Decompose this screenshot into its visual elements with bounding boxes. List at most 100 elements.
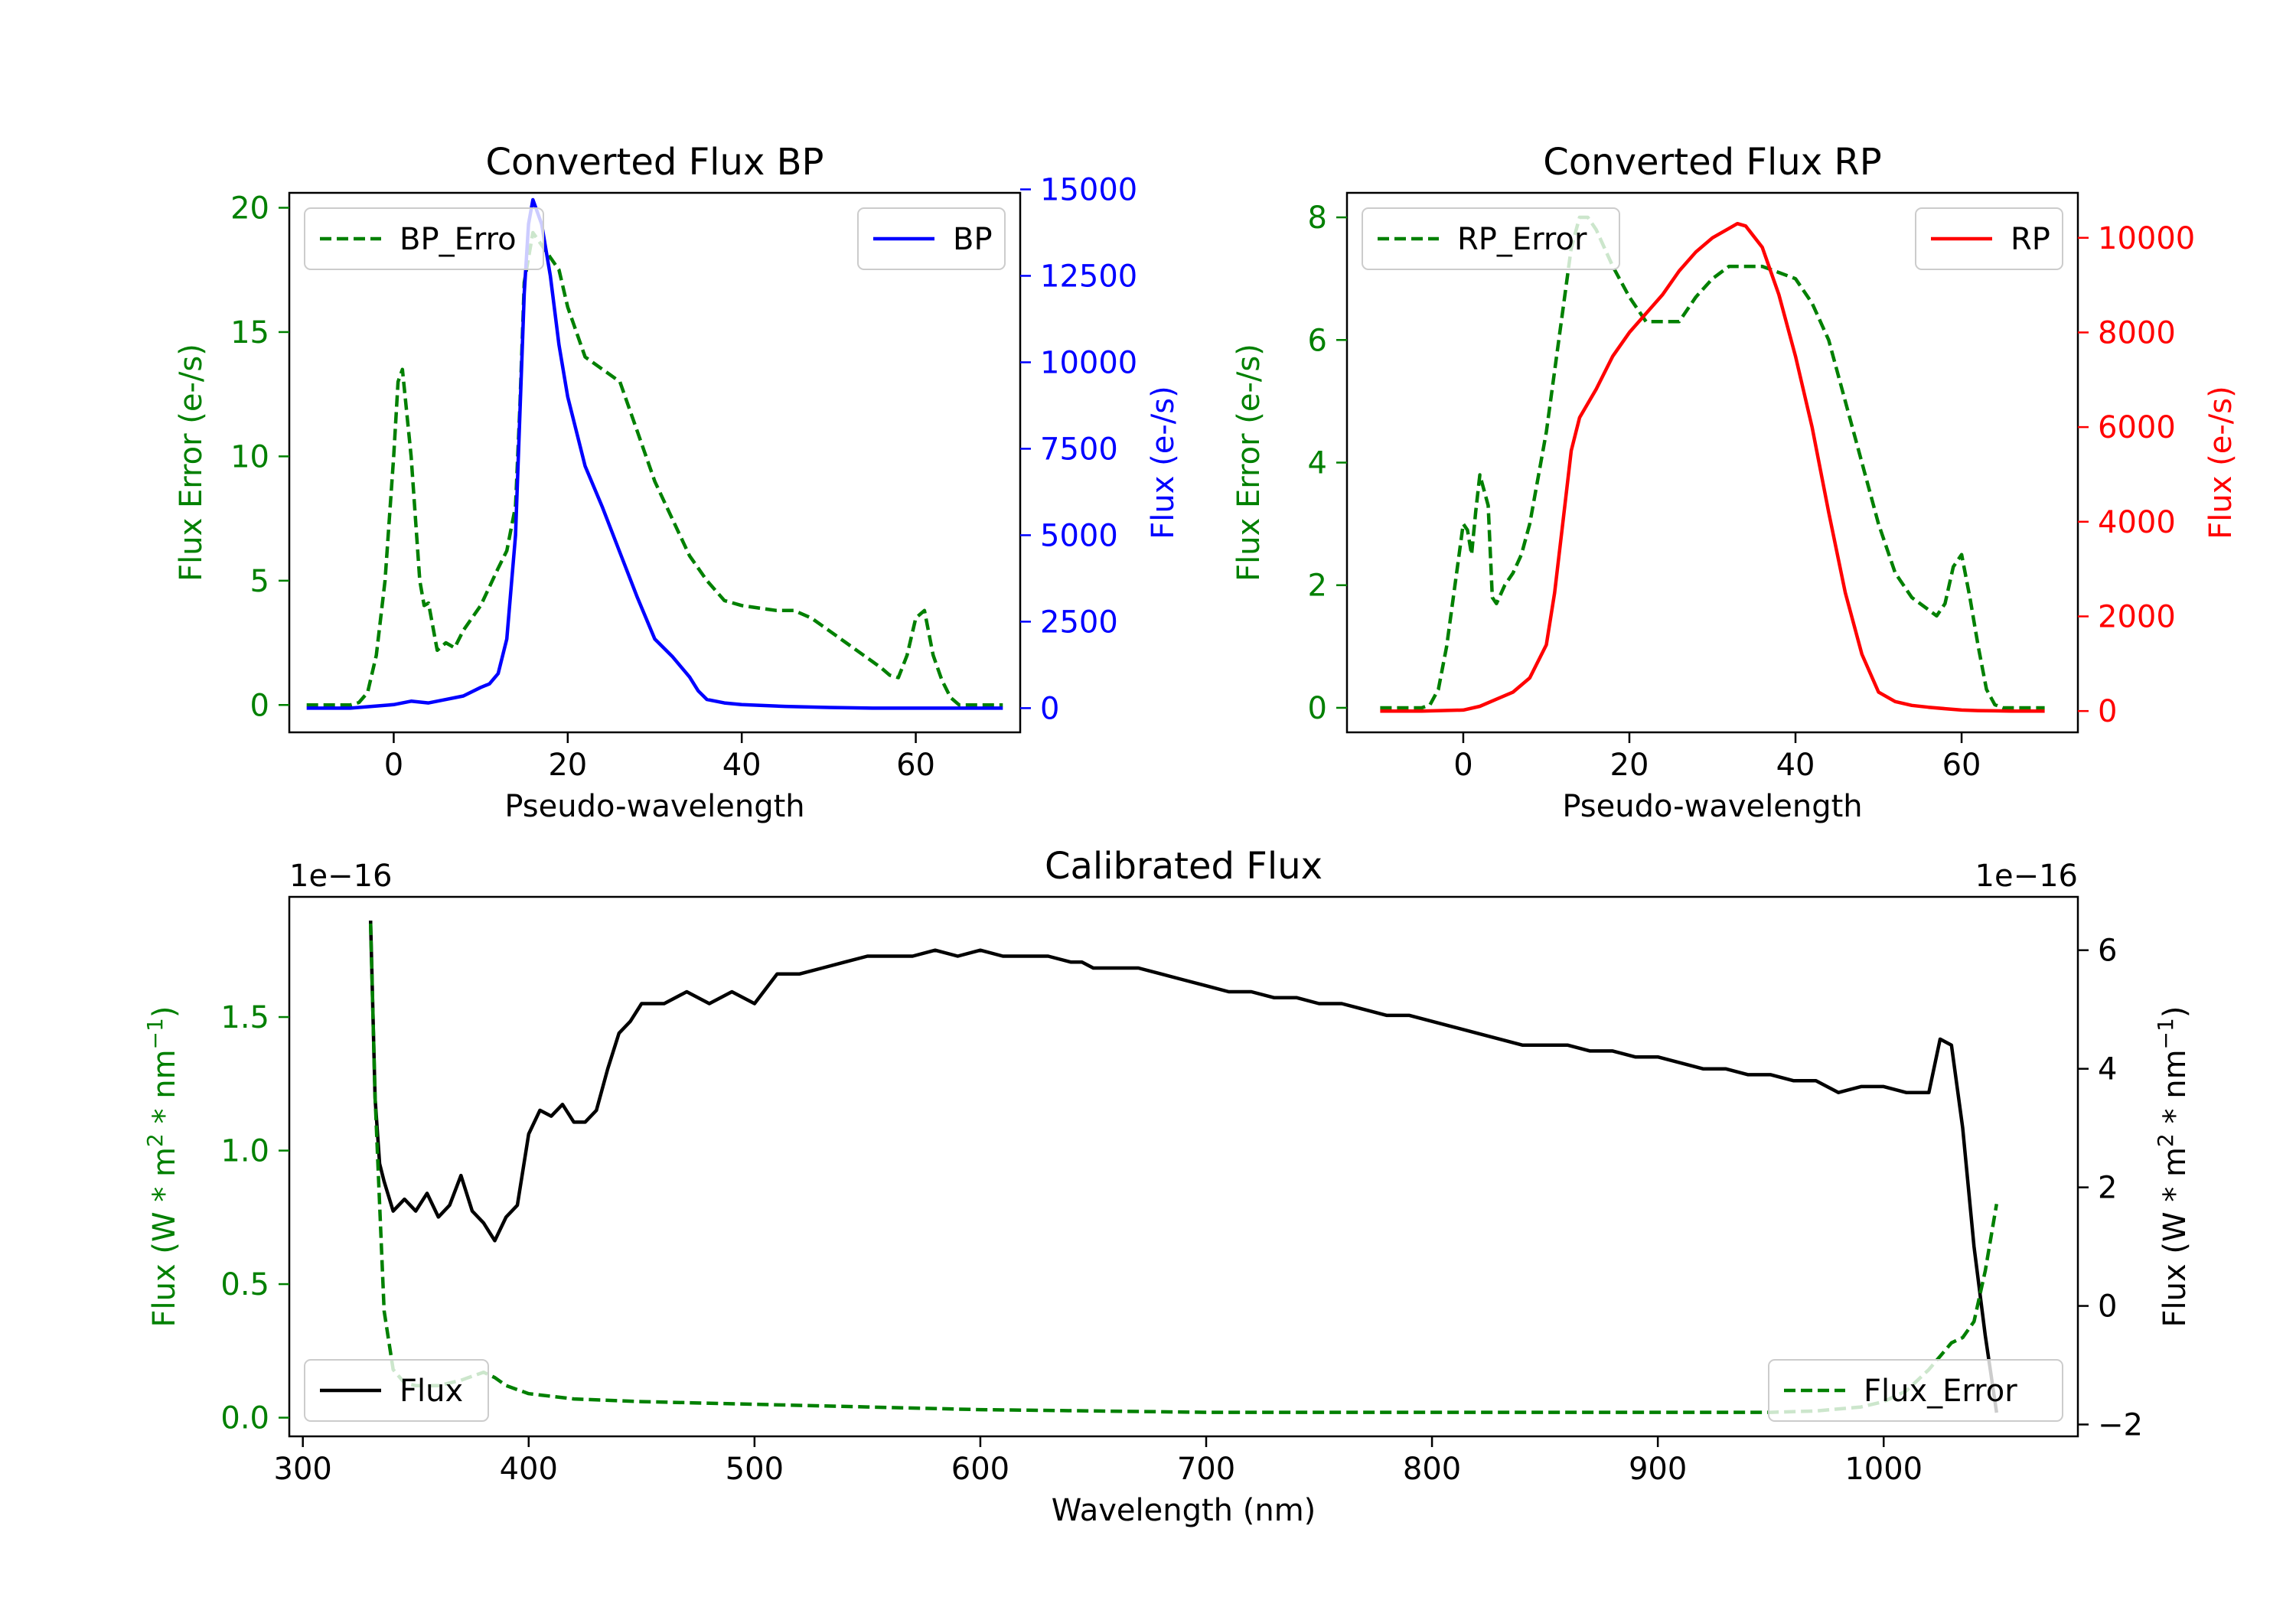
- x-tick-label: 500: [726, 1452, 784, 1487]
- x-tick-label: 1000: [1844, 1452, 1923, 1487]
- y-right-offset-text: 1e−16: [1975, 859, 2078, 894]
- y-right-tick-label: 15000: [1040, 172, 1137, 207]
- series-line-bp-error: [306, 230, 1003, 707]
- y-right-axis-label-part: ): [2157, 1006, 2193, 1019]
- y-right-tick-label: 10000: [1040, 345, 1137, 380]
- y-right-tick-label: 0: [2098, 694, 2117, 729]
- series-line-rp: [1380, 221, 2045, 713]
- x-axis-label: Wavelength (nm): [1052, 1493, 1316, 1528]
- x-tick-label: 700: [1177, 1452, 1235, 1487]
- x-tick-label: 60: [896, 748, 935, 783]
- x-tick-label: 40: [722, 748, 762, 783]
- y-left-tick-label: 20: [230, 191, 269, 226]
- y-left-tick-label: 4: [1308, 446, 1327, 481]
- legend-box: [304, 1359, 489, 1422]
- y-right-axis-label-part: 2: [2153, 1133, 2178, 1147]
- y-left-tick-label: 8: [1308, 200, 1327, 236]
- y-left-axis-label: Flux Error (e-/s): [174, 344, 209, 582]
- y-right-tick-label: 7500: [1040, 432, 1118, 467]
- legend-box: [1768, 1359, 2063, 1422]
- y-left-axis-label: Flux Error (e-/s): [1231, 344, 1267, 582]
- y-right-tick-label: 2500: [1040, 605, 1118, 640]
- y-right-axis-label: Flux (W * m2 * nm−1): [2153, 1006, 2193, 1328]
- x-tick-label: 20: [1610, 748, 1649, 783]
- legend-flux: Flux: [304, 1359, 489, 1422]
- legend-bp: BP: [857, 207, 1006, 270]
- plot-frame: [288, 191, 1022, 734]
- x-tick-label: 600: [951, 1452, 1009, 1487]
- y-right-tick-label: 2: [2098, 1171, 2117, 1206]
- y-right-axis-label-part: Flux (W * m: [2157, 1147, 2193, 1327]
- chart-title: Calibrated Flux: [1045, 845, 1322, 888]
- series-line-flux: [368, 920, 1999, 1413]
- legend-label: RP: [2011, 222, 2050, 257]
- y-left-tick-label: 10: [230, 439, 269, 474]
- x-tick-label: 0: [384, 748, 403, 783]
- y-right-tick-label: 2000: [2098, 599, 2176, 634]
- y-left-tick-label: 1.0: [220, 1134, 269, 1169]
- x-tick-label: 900: [1629, 1452, 1687, 1487]
- legend-bp-erro: BP_Erro: [304, 207, 544, 270]
- chart-title: Converted Flux BP: [486, 141, 824, 184]
- y-right-tick-label: 0: [1040, 691, 1059, 726]
- chart-cal: 300 400 500 600 700 800 900 1000 0.0 0.5 1.0 1.5 −2 0…: [142, 845, 2193, 1528]
- y-left-tick-label: 0: [250, 688, 269, 723]
- legend-flux-error: Flux_Error: [1768, 1359, 2063, 1422]
- y-left-offset-text: 1e−16: [289, 859, 392, 894]
- legend-box: [1362, 207, 1620, 270]
- y-right-tick-label: 4: [2098, 1052, 2117, 1087]
- series-line-rp-error: [1380, 215, 2045, 710]
- x-tick-label: 0: [1453, 748, 1473, 783]
- legend-label: BP: [953, 222, 993, 257]
- y-left-axis-label: Flux (W * m2 * nm−1): [142, 1006, 183, 1328]
- y-right-axis-label-part: * nm: [2157, 1049, 2193, 1133]
- legend-label: Flux: [400, 1374, 463, 1409]
- y-left-tick-label: 0: [1308, 691, 1327, 726]
- y-right-axis-label: Flux (e-/s): [1146, 386, 1181, 539]
- y-left-tick-label: 2: [1308, 569, 1327, 604]
- x-tick-label: 40: [1776, 748, 1815, 783]
- y-left-tick-label: 15: [230, 315, 269, 350]
- x-tick-label: 400: [500, 1452, 558, 1487]
- plot-frame: [1345, 191, 2079, 734]
- y-left-tick-label: 0.0: [220, 1401, 269, 1436]
- y-left-tick-label: 0.5: [220, 1267, 269, 1302]
- x-tick-label: 20: [548, 748, 587, 783]
- chart-title: Converted Flux RP: [1543, 141, 1881, 184]
- chart-bp: 0 20 40 60 0 5 10 15 20 0 2500 5000 7500 10000 12500 15…: [174, 141, 1181, 824]
- x-axis-label: Pseudo-wavelength: [1562, 789, 1862, 824]
- y-right-tick-label: 12500: [1040, 259, 1137, 294]
- y-left-axis-label-part: ): [147, 1006, 182, 1019]
- y-right-tick-label: −2: [2098, 1408, 2143, 1443]
- y-right-tick-label: 0: [2098, 1289, 2117, 1325]
- y-right-tick-label: 6: [2098, 934, 2117, 969]
- plot-frame: [288, 895, 2079, 1438]
- y-left-axis-label-part: Flux (W * m: [147, 1147, 182, 1327]
- x-axis-label: Pseudo-wavelength: [504, 789, 804, 824]
- legend-rp-error: RP_Error: [1362, 207, 1620, 270]
- x-tick-label: 800: [1403, 1452, 1461, 1487]
- y-left-axis-label-part: −1: [142, 1018, 168, 1049]
- series-line-bp: [306, 197, 1003, 710]
- legend-rp: RP: [1915, 207, 2063, 270]
- x-tick-label: 300: [274, 1452, 332, 1487]
- y-left-tick-label: 6: [1308, 323, 1327, 358]
- x-tick-label: 60: [1942, 748, 1981, 783]
- legend-box: [304, 207, 544, 270]
- y-right-tick-label: 4000: [2098, 505, 2176, 540]
- chart-rp: 0 20 40 60 0 2 4 6 8 0 2000 4000 6000 8000 10000 Conver…: [1231, 141, 2239, 824]
- y-right-tick-label: 5000: [1040, 518, 1118, 553]
- y-right-axis-label: Flux (e-/s): [2203, 386, 2239, 539]
- y-right-tick-label: 6000: [2098, 410, 2176, 445]
- legend-label: Flux_Error: [1864, 1374, 2017, 1409]
- y-left-tick-label: 1.5: [220, 1000, 269, 1035]
- legend-label: RP_Error: [1457, 222, 1587, 257]
- legend-label: BP_Erro: [400, 222, 517, 257]
- y-right-tick-label: 8000: [2098, 315, 2176, 350]
- series-line-flux-error: [368, 923, 1999, 1414]
- y-left-axis-label-part: * nm: [147, 1049, 182, 1133]
- y-left-tick-label: 5: [250, 564, 269, 599]
- y-left-axis-label-part: 2: [142, 1133, 168, 1147]
- y-right-tick-label: 10000: [2098, 221, 2195, 256]
